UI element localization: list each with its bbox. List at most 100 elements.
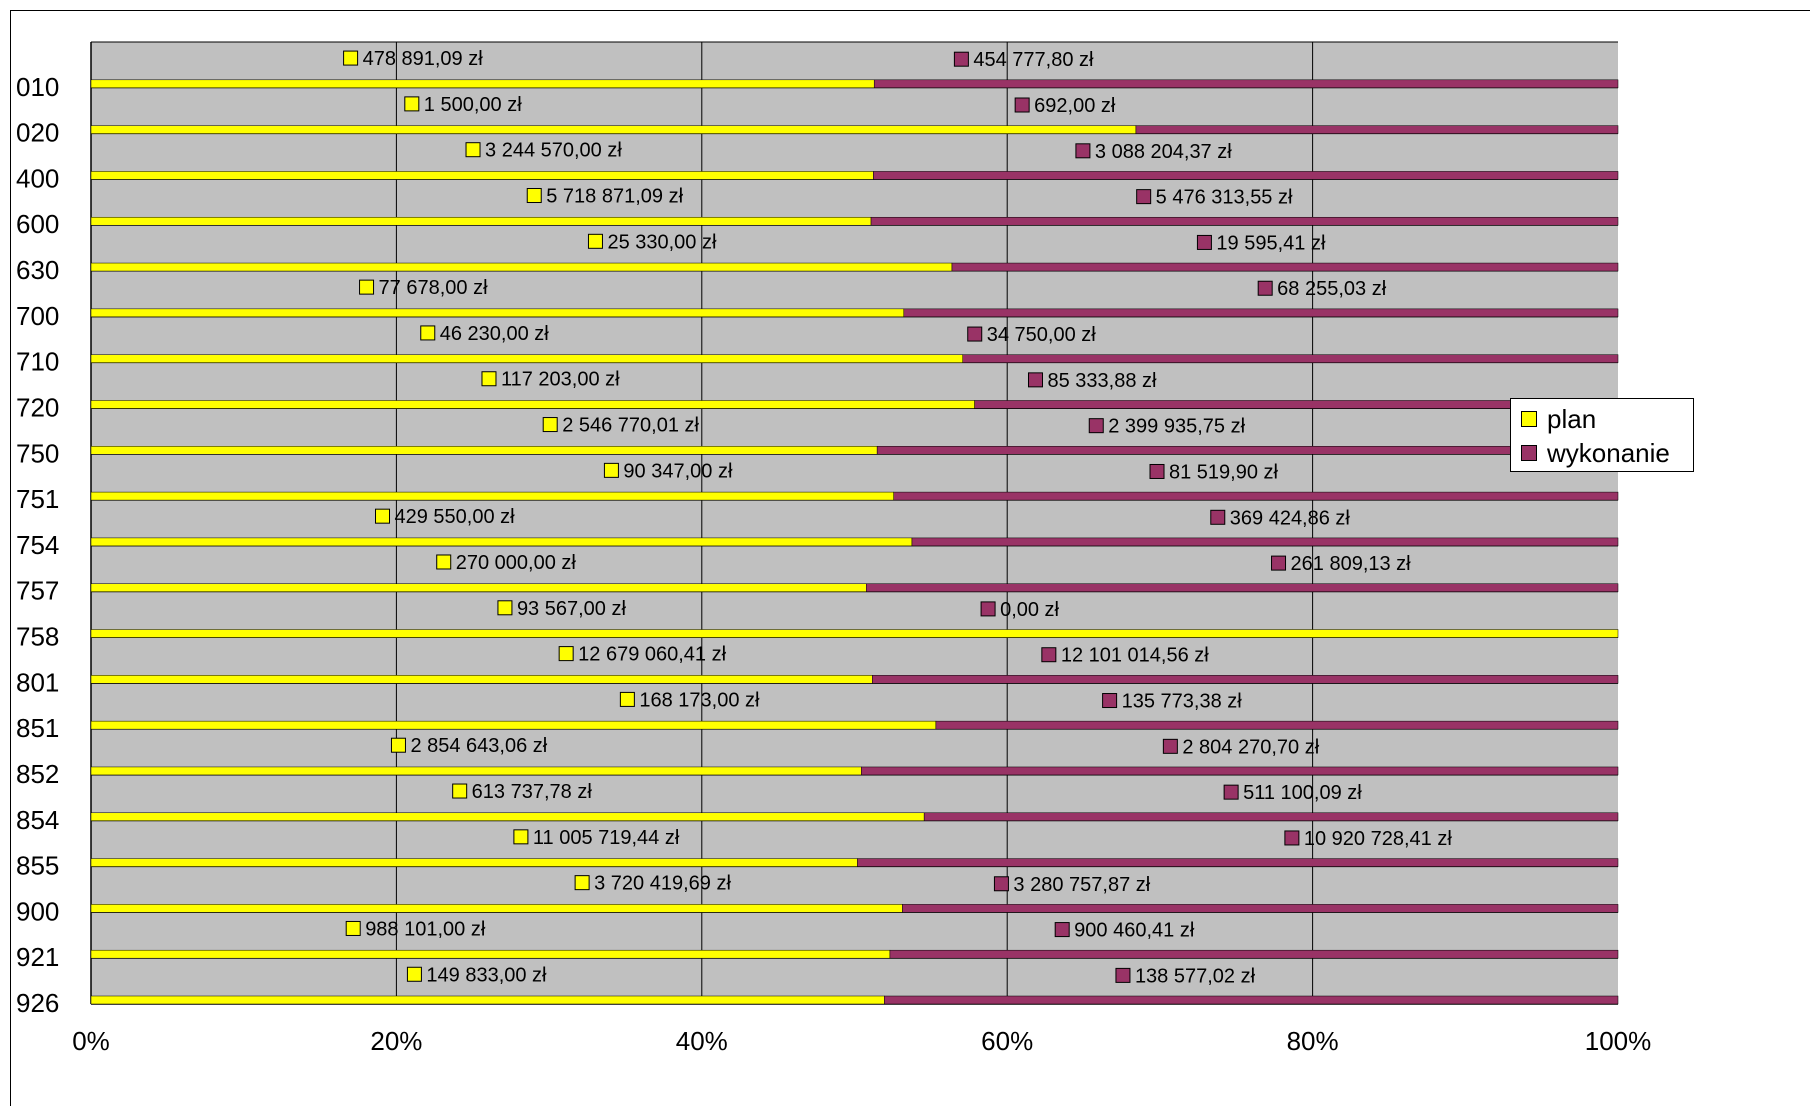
data-label-marker-plan	[587, 233, 603, 249]
category-label: 020	[16, 118, 59, 148]
bar-plan	[90, 308, 905, 318]
category-label: 921	[16, 942, 59, 972]
category-label: 720	[16, 392, 59, 422]
data-label-marker-plan	[390, 737, 406, 753]
bar-plan	[90, 583, 867, 592]
bar-plan	[90, 400, 975, 409]
legend-label-wykonanie: wykonanie	[1547, 438, 1670, 468]
data-label-marker-wykonanie	[1115, 967, 1131, 983]
category-label: 757	[16, 576, 59, 606]
category-label: 854	[16, 805, 59, 835]
bar-plan	[90, 79, 875, 89]
data-label-marker-wykonanie	[993, 876, 1009, 892]
data-label-wykonanie: 692,00 zł	[1034, 95, 1116, 117]
data-label-wykonanie: 2 804 270,70 zł	[1182, 736, 1319, 758]
bar-wykonanie	[873, 171, 1619, 180]
data-label-marker-wykonanie	[1088, 418, 1104, 434]
data-label-plan: 93 567,00 zł	[517, 598, 627, 620]
data-label-marker-plan	[481, 371, 497, 387]
data-label-plan: 77 678,00 zł	[379, 277, 489, 299]
category-label: 852	[16, 759, 59, 789]
data-label-marker-wykonanie	[1223, 784, 1239, 800]
data-label-plan: 429 550,00 zł	[395, 506, 516, 528]
x-tick-label: 80%	[1287, 1026, 1339, 1056]
category-label: 851	[16, 713, 59, 743]
bar-wykonanie	[861, 766, 1619, 776]
data-label-marker-plan	[375, 508, 391, 524]
data-label-marker-wykonanie	[1041, 647, 1057, 663]
data-label-wykonanie: 3 280 757,87 zł	[1013, 874, 1150, 896]
data-label-wykonanie: 5 476 313,55 zł	[1156, 187, 1293, 209]
data-label-plan: 11 005 719,44 zł	[533, 827, 680, 849]
bar-wykonanie	[962, 354, 1619, 363]
data-label-marker-plan	[603, 462, 619, 478]
data-label-plan: 90 347,00 zł	[623, 460, 733, 482]
category-label: 630	[16, 255, 59, 285]
bar-plan	[90, 766, 862, 776]
category-label: 855	[16, 851, 59, 881]
data-label-plan: 613 737,78 zł	[472, 781, 593, 803]
data-label-marker-wykonanie	[967, 326, 983, 342]
bar-wykonanie	[1135, 125, 1619, 134]
bar-plan	[90, 216, 872, 226]
data-label-marker-plan	[497, 600, 513, 616]
data-label-plan: 270 000,00 zł	[456, 552, 577, 574]
data-label-wykonanie: 138 577,02 zł	[1135, 965, 1256, 987]
bar-plan	[90, 537, 913, 547]
category-label: 754	[16, 530, 59, 560]
data-label-marker-plan	[558, 646, 574, 662]
data-label-wykonanie: 12 101 014,56 zł	[1061, 645, 1209, 667]
data-label-plan: 168 173,00 zł	[639, 689, 760, 711]
bar-plan	[90, 446, 878, 455]
data-label-plan: 5 718 871,09 zł	[546, 186, 683, 208]
bar-wykonanie	[872, 675, 1619, 684]
bar-wykonanie	[873, 79, 1619, 89]
bar-plan	[90, 858, 858, 867]
x-tick-label: 60%	[981, 1026, 1033, 1056]
data-label-marker-wykonanie	[1196, 234, 1212, 250]
category-label: 751	[16, 484, 59, 514]
category-label: 900	[16, 896, 59, 926]
legend-label-plan: plan	[1547, 404, 1597, 434]
category-label: 758	[16, 622, 59, 652]
chart-legend: plan wykonanie	[1510, 398, 1694, 472]
bar-plan	[90, 675, 873, 684]
bar-plan	[90, 904, 903, 913]
data-label-plan: 25 330,00 zł	[607, 231, 717, 253]
bar-wykonanie	[857, 858, 1619, 867]
bar-plan	[90, 949, 891, 959]
data-label-marker-wykonanie	[1014, 97, 1030, 113]
data-label-wykonanie: 34 750,00 zł	[987, 324, 1097, 346]
bar-wykonanie	[935, 720, 1619, 730]
data-label-marker-wykonanie	[1284, 830, 1300, 846]
bar-plan	[90, 125, 1137, 134]
data-label-wykonanie: 19 595,41 zł	[1216, 232, 1326, 254]
data-label-marker-plan	[359, 279, 375, 295]
legend-swatch-wykonanie	[1521, 445, 1537, 461]
bar-plan	[90, 262, 953, 272]
data-label-wykonanie: 10 920 728,41 zł	[1304, 828, 1452, 850]
data-label-marker-wykonanie	[1210, 509, 1226, 525]
data-label-marker-wykonanie	[1027, 372, 1043, 388]
data-label-wykonanie: 85 333,88 zł	[1047, 370, 1157, 392]
data-label-wykonanie: 900 460,41 zł	[1074, 920, 1195, 942]
data-label-wykonanie: 2 399 935,75 zł	[1108, 416, 1245, 438]
data-label-wykonanie: 3 088 204,37 zł	[1095, 141, 1232, 163]
legend-swatch-plan	[1521, 411, 1537, 427]
bar-wykonanie	[903, 308, 1619, 318]
bar-wykonanie	[911, 537, 1619, 547]
data-label-wykonanie: 261 809,13 zł	[1291, 553, 1412, 575]
x-tick-label: 0%	[72, 1026, 110, 1056]
data-label-marker-plan	[452, 783, 468, 799]
data-label-marker-wykonanie	[1136, 189, 1152, 205]
bar-plan	[90, 720, 937, 730]
category-label: 801	[16, 667, 59, 697]
data-label-marker-plan	[345, 920, 361, 936]
data-label-wykonanie: 68 255,03 zł	[1277, 278, 1387, 300]
chart-frame	[10, 10, 1810, 1106]
data-label-marker-plan	[436, 554, 452, 570]
x-tick-label: 20%	[370, 1026, 422, 1056]
category-label: 750	[16, 438, 59, 468]
category-label: 400	[16, 163, 59, 193]
bar-plan	[90, 171, 874, 180]
